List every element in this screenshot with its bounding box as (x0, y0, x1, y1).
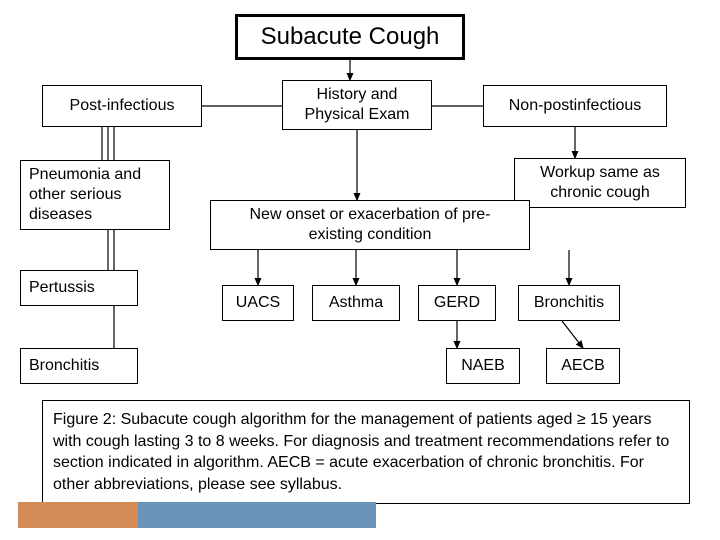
node-bronchitis-right: Bronchitis (518, 285, 620, 321)
title-box: Subacute Cough (235, 14, 465, 60)
node-history-exam: History andPhysical Exam (282, 80, 432, 130)
node-aecb: AECB (546, 348, 620, 384)
node-pneumonia: Pneumonia andother seriousdiseases (20, 160, 170, 230)
node-new-onset: New onset or exacerbation of pre-existin… (210, 200, 530, 250)
node-post-infectious: Post-infectious (42, 85, 202, 127)
node-uacs: UACS (222, 285, 294, 321)
node-pertussis: Pertussis (20, 270, 138, 306)
decor-bar-orange (18, 502, 138, 528)
figure-caption: Figure 2: Subacute cough algorithm for t… (42, 400, 690, 504)
node-non-postinfectious: Non-postinfectious (483, 85, 667, 127)
node-asthma: Asthma (312, 285, 400, 321)
decor-bar-blue (138, 502, 376, 528)
node-gerd: GERD (418, 285, 496, 321)
node-naeb: NAEB (446, 348, 520, 384)
node-bronchitis-left: Bronchitis (20, 348, 138, 384)
node-workup: Workup same aschronic cough (514, 158, 686, 208)
